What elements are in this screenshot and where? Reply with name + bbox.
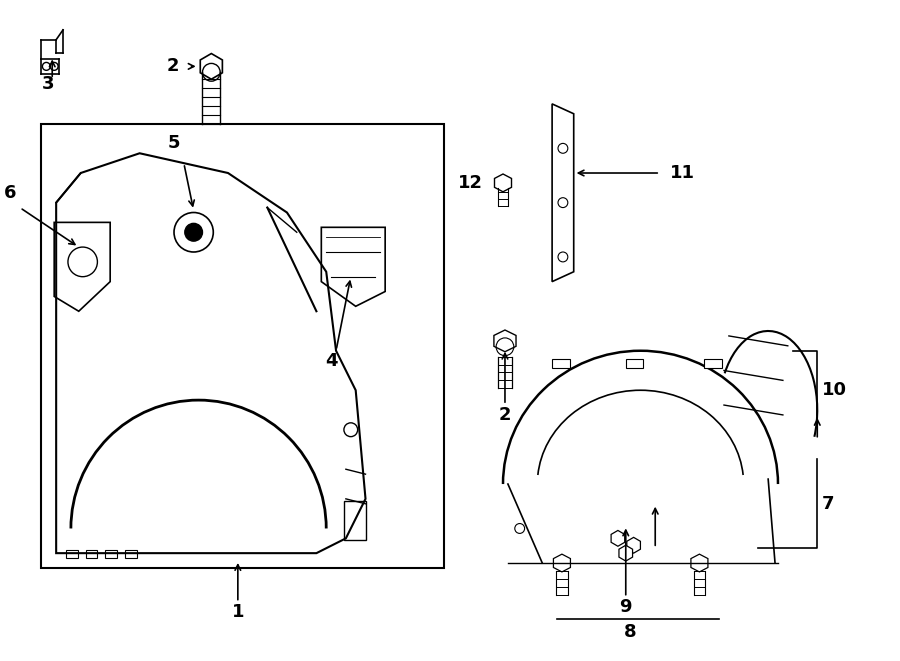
Text: 7: 7 (823, 495, 834, 513)
Text: 4: 4 (325, 352, 338, 369)
Text: 5: 5 (167, 134, 180, 152)
Text: 12: 12 (458, 174, 483, 192)
Bar (552, 359, 570, 368)
Bar (86, 550, 97, 558)
Text: 3: 3 (42, 75, 55, 93)
Text: 6: 6 (4, 184, 16, 202)
Bar (125, 550, 137, 558)
FancyBboxPatch shape (41, 124, 444, 568)
Polygon shape (554, 554, 571, 572)
Text: 2: 2 (499, 406, 511, 424)
Bar (66, 550, 77, 558)
Bar (344, 501, 365, 540)
Polygon shape (691, 554, 708, 572)
Polygon shape (619, 545, 633, 561)
Text: 9: 9 (619, 598, 632, 617)
Polygon shape (611, 530, 625, 546)
Text: 1: 1 (231, 603, 244, 621)
Polygon shape (494, 174, 511, 192)
Bar (626, 359, 644, 368)
Polygon shape (494, 330, 516, 352)
Bar (705, 359, 722, 368)
Polygon shape (201, 54, 222, 79)
Polygon shape (626, 537, 641, 553)
Text: 2: 2 (166, 58, 179, 75)
Text: 10: 10 (823, 381, 847, 399)
Text: 8: 8 (625, 623, 637, 641)
Circle shape (184, 223, 202, 241)
Bar (105, 550, 117, 558)
Text: 11: 11 (670, 164, 695, 182)
